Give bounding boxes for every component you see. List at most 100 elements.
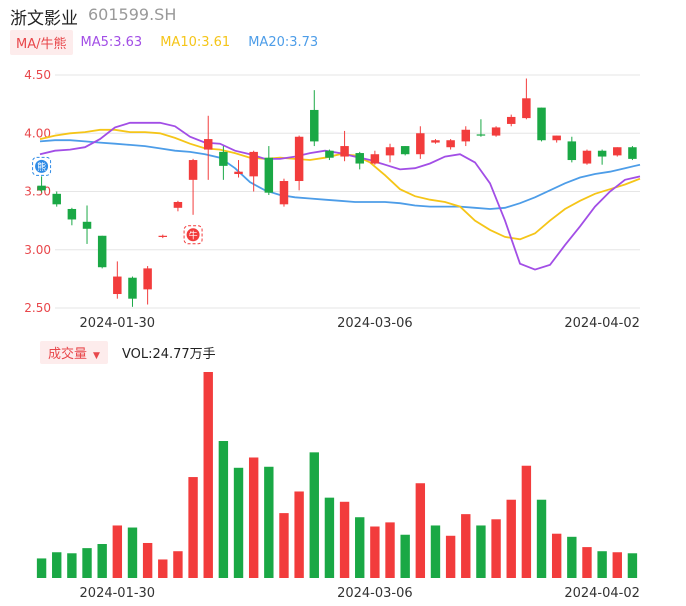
candle: [188, 158, 198, 215]
candle: [355, 151, 364, 170]
candle: [203, 115, 213, 180]
volume-bar: [506, 499, 516, 578]
ma20-line: [39, 139, 641, 210]
candle: [613, 147, 622, 157]
x-tick-label: 2024-04-02: [564, 586, 640, 601]
volume-bar: [324, 497, 335, 578]
price-grid: [55, 74, 640, 309]
candle: [113, 261, 122, 299]
candle: [325, 149, 334, 161]
volume-bar: [385, 522, 395, 578]
volume-bar: [218, 441, 229, 578]
volume-bar: [67, 553, 77, 578]
candle: [310, 90, 319, 147]
x-tick-label: 2024-03-06: [337, 316, 413, 331]
candle: [431, 139, 440, 144]
volume-indicator-button[interactable]: 成交量 ▼: [40, 340, 108, 364]
marker-label: 牛: [189, 229, 198, 241]
candle-body: [522, 98, 531, 119]
candle: [582, 149, 592, 165]
candle-body: [537, 107, 546, 141]
candle: [82, 205, 92, 244]
volume-bar: [355, 517, 365, 578]
candle: [279, 178, 289, 207]
marker-label: 熊: [37, 161, 46, 173]
x-tick-label: 2024-03-06: [337, 586, 413, 601]
candle-body: [203, 139, 213, 150]
volume-bar: [82, 548, 92, 578]
ma-lines: [39, 121, 641, 271]
volume-bar: [612, 552, 622, 578]
candle-body: [294, 136, 304, 182]
candle-body: [219, 151, 228, 166]
candle-body: [67, 208, 77, 220]
volume-bar: [551, 533, 562, 578]
volume-bar: [627, 553, 638, 578]
candle-body: [97, 235, 107, 268]
candle-body: [279, 181, 289, 205]
candle-body: [400, 146, 410, 155]
stock-name: 浙文影业: [10, 9, 78, 29]
volume-bar: [567, 536, 577, 578]
candle: [173, 200, 183, 212]
candle-body: [506, 116, 516, 124]
candle: [97, 235, 107, 269]
x-tick-label: 2024-04-02: [564, 316, 640, 331]
volume-bar: [127, 527, 138, 578]
candle-body: [249, 151, 258, 177]
volume-bars: [36, 372, 638, 578]
volume-bar: [233, 467, 244, 578]
candle: [264, 146, 274, 195]
y-tick-label: 4.00: [24, 126, 51, 140]
ma-legend: MA/牛熊 MA5:3.63 MA10:3.61 MA20:3.73: [10, 29, 336, 55]
candle: [400, 146, 410, 156]
volume-bar: [400, 534, 410, 578]
candle-body: [325, 150, 334, 158]
candle: [628, 146, 637, 161]
candle-body: [82, 221, 92, 229]
volume-bar: [188, 477, 198, 578]
candle-body: [431, 140, 440, 143]
candle-body: [37, 185, 46, 191]
candle-body: [143, 268, 152, 290]
candle: [416, 126, 425, 159]
candle-body: [491, 127, 501, 136]
candle-body: [158, 235, 168, 237]
candle: [522, 78, 531, 120]
candle: [476, 119, 486, 137]
volume-bar: [142, 542, 153, 578]
candle-body: [128, 277, 137, 299]
candle-body: [416, 133, 425, 155]
candle: [446, 139, 455, 150]
bull-marker: 牛: [183, 225, 203, 245]
candle: [37, 176, 46, 193]
candle-body: [173, 201, 183, 208]
candle: [340, 130, 349, 162]
candle-body: [385, 147, 395, 156]
x-tick-label: 2024-01-30: [80, 586, 156, 601]
candle: [128, 276, 137, 307]
volume-bar: [415, 483, 426, 578]
candle: [597, 149, 607, 165]
candle-body: [52, 193, 61, 205]
volume-bar: [521, 465, 532, 578]
bear-marker: 熊: [32, 156, 52, 176]
candle: [385, 143, 395, 163]
volume-bar: [203, 372, 213, 578]
price-x-axis: 2024-01-30 2024-03-06 2024-04-02: [80, 316, 640, 331]
volume-bar: [491, 519, 501, 578]
candle-body: [234, 171, 243, 175]
volume-button-label: 成交量: [48, 346, 88, 362]
volume-bar: [445, 535, 456, 578]
volume-bar: [279, 513, 289, 578]
volume-bar: [158, 559, 168, 578]
candle: [234, 160, 243, 178]
candle: [52, 191, 61, 207]
volume-bar: [339, 501, 350, 578]
candle-body: [113, 276, 122, 295]
ma-indicator-button[interactable]: MA/牛熊: [10, 29, 73, 55]
caret-down-icon: ▼: [93, 350, 100, 361]
candle: [552, 135, 561, 143]
candle: [537, 107, 546, 142]
